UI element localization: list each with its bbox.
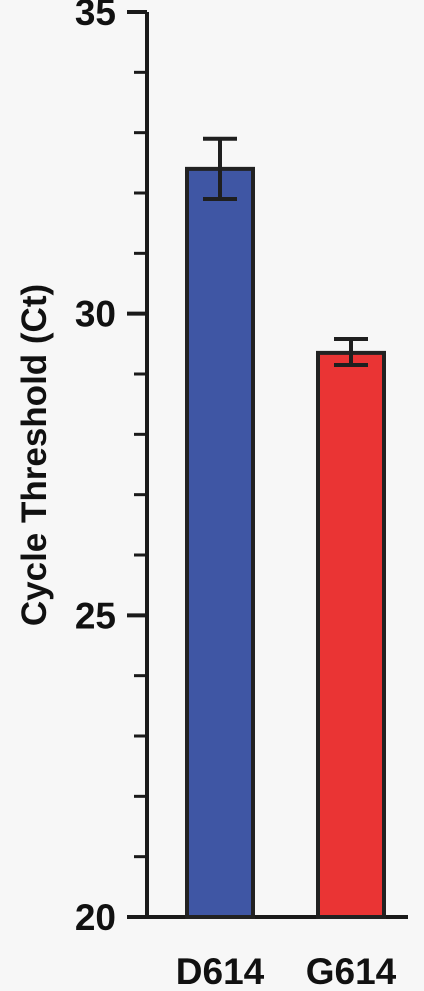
y-tick-label: 35 [75, 0, 116, 33]
error-bars-group [203, 136, 368, 367]
bar-d614 [185, 166, 255, 920]
x-category-label: D614 [176, 951, 265, 991]
labels-group: Cycle Threshold (Ct) D614 G614 [15, 284, 397, 991]
x-category-label: G614 [306, 951, 397, 991]
y-tick-label: 25 [75, 595, 116, 636]
bar-g614 [316, 350, 386, 919]
y-axis-title: Cycle Threshold (Ct) [15, 284, 54, 626]
y-ticks: 20 25 30 35 [75, 0, 147, 938]
y-tick-label: 20 [75, 897, 116, 938]
bars-group [185, 166, 386, 920]
y-tick-label: 30 [75, 294, 116, 335]
